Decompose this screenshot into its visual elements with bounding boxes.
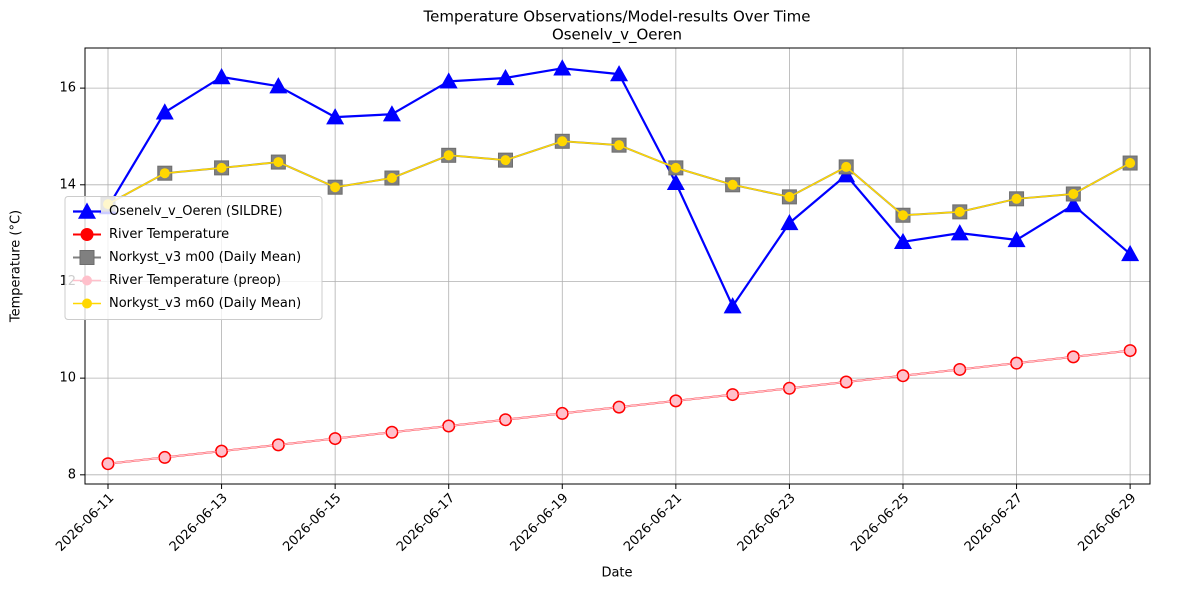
data-point [669,394,682,407]
data-point [326,108,345,125]
data-point [439,72,458,89]
data-point [442,419,455,432]
x-tick-label: 2026-06-23 [735,491,799,555]
legend: Osenelv_v_Oeren (SILDRE) River Temperatur… [64,196,323,320]
x-tick-label: 2026-06-21 [621,491,685,555]
x-tick-label: 2026-06-27 [962,491,1026,555]
data-point [101,457,114,470]
data-point [783,382,796,395]
legend-label: Osenelv_v_Oeren (SILDRE) [109,204,283,219]
legend-label: Norkyst_v3 m60 (Daily Mean) [109,296,301,311]
data-point [500,155,511,166]
x-tick-label: 2026-06-11 [53,491,117,555]
chart-subtitle: Osenelv_v_Oeren [552,26,682,45]
data-point [269,77,288,94]
y-axis-label: Temperature (°C) [9,210,24,323]
data-point [272,438,285,451]
legend-marker [78,202,96,219]
data-point [385,426,398,439]
data-point [727,179,738,190]
data-point [897,210,908,221]
data-point [1121,244,1140,262]
data-point [610,65,629,82]
x-tick-label: 2026-06-17 [394,491,458,555]
data-point [553,59,572,76]
legend-label: River Temperature [109,227,229,242]
data-point [723,297,742,314]
data-point [1007,230,1026,248]
y-tick-label: 8 [68,467,76,482]
data-point [614,140,625,151]
data-point [215,445,228,458]
legend-label: Norkyst_v3 m00 (Daily Mean) [109,250,301,265]
data-point [499,413,512,426]
series [101,344,1137,470]
data-point [329,432,342,445]
x-tick-label: 2026-06-25 [848,491,912,555]
y-tick-label: 14 [59,177,76,192]
data-point [784,191,795,202]
data-point [670,162,681,173]
data-point [155,103,174,120]
data-point [273,157,284,168]
x-tick-label: 2026-06-15 [280,491,344,555]
data-point [386,173,397,184]
legend-marker [79,250,95,265]
series [98,59,1140,314]
data-point [840,376,853,389]
data-point [1010,357,1023,370]
data-point [613,401,626,414]
data-point [1064,196,1083,213]
series [102,136,1136,221]
data-point [212,68,231,85]
data-point [841,161,852,172]
data-point [1011,193,1022,204]
data-point [1124,344,1137,357]
data-point [1068,188,1079,199]
x-tick-label: 2026-06-29 [1075,491,1139,555]
data-point [1067,350,1080,363]
data-point [556,407,569,420]
data-point [780,213,799,231]
data-point [896,369,909,382]
data-point [954,206,965,217]
x-axis-label: Date [601,566,632,581]
data-point [557,136,568,147]
data-point [330,182,341,193]
y-tick-label: 10 [59,371,76,386]
legend-box [64,196,323,320]
data-point [496,68,515,86]
data-point [1125,158,1136,169]
data-point [159,168,170,179]
data-point [893,232,912,250]
data-point [950,224,969,241]
data-point [443,150,454,161]
data-point [726,388,739,401]
legend-marker [82,275,92,286]
y-tick-label: 16 [59,81,76,96]
data-point [158,451,171,464]
x-tick-label: 2026-06-19 [508,491,572,555]
legend-label: River Temperature (preop) [109,273,281,288]
data-point [953,363,966,376]
data-point [382,105,401,122]
legend-marker [82,298,92,309]
chart-title: Temperature Observations/Model-results O… [422,8,810,26]
data-point [666,173,685,191]
data-point [216,162,227,173]
legend-marker [80,228,94,241]
x-tick-label: 2026-06-13 [167,491,231,555]
